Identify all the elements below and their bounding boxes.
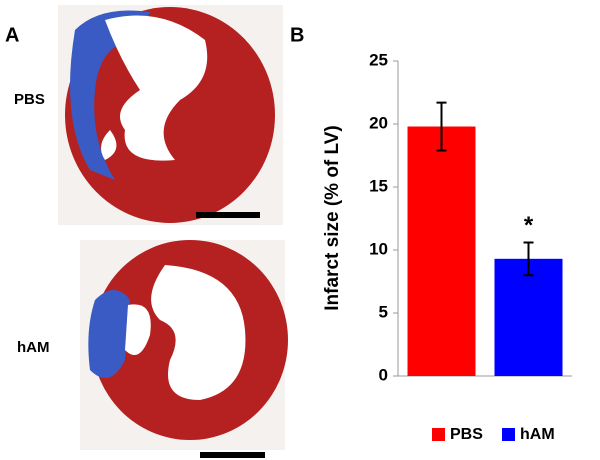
error-bar bbox=[523, 241, 534, 277]
annotation: * bbox=[524, 212, 534, 239]
legend-label: PBS bbox=[450, 426, 483, 443]
heart-image-pbs bbox=[58, 5, 283, 225]
panel-label: A bbox=[5, 24, 19, 46]
panel-label: B bbox=[290, 24, 304, 46]
y-tick-label: 10 bbox=[369, 239, 388, 258]
y-tick-label: 5 bbox=[379, 302, 388, 321]
image-label: PBS bbox=[14, 91, 45, 108]
scale-bar bbox=[200, 452, 265, 458]
image-label: hAM bbox=[17, 339, 50, 356]
legend-swatch bbox=[502, 428, 515, 441]
y-tick-label: 15 bbox=[369, 176, 388, 195]
y-tick-label: 25 bbox=[369, 50, 388, 69]
y-axis-label: Infarct size (% of LV) bbox=[322, 125, 343, 310]
y-tick-label: 0 bbox=[379, 365, 388, 384]
bar bbox=[407, 126, 476, 377]
y-tick-label: 20 bbox=[369, 113, 388, 132]
legend-swatch bbox=[432, 428, 445, 441]
bar bbox=[494, 258, 563, 376]
heart-image-ham bbox=[80, 240, 288, 450]
scale-bar bbox=[196, 212, 260, 218]
legend-label: hAM bbox=[520, 426, 555, 443]
error-bar bbox=[436, 101, 447, 152]
